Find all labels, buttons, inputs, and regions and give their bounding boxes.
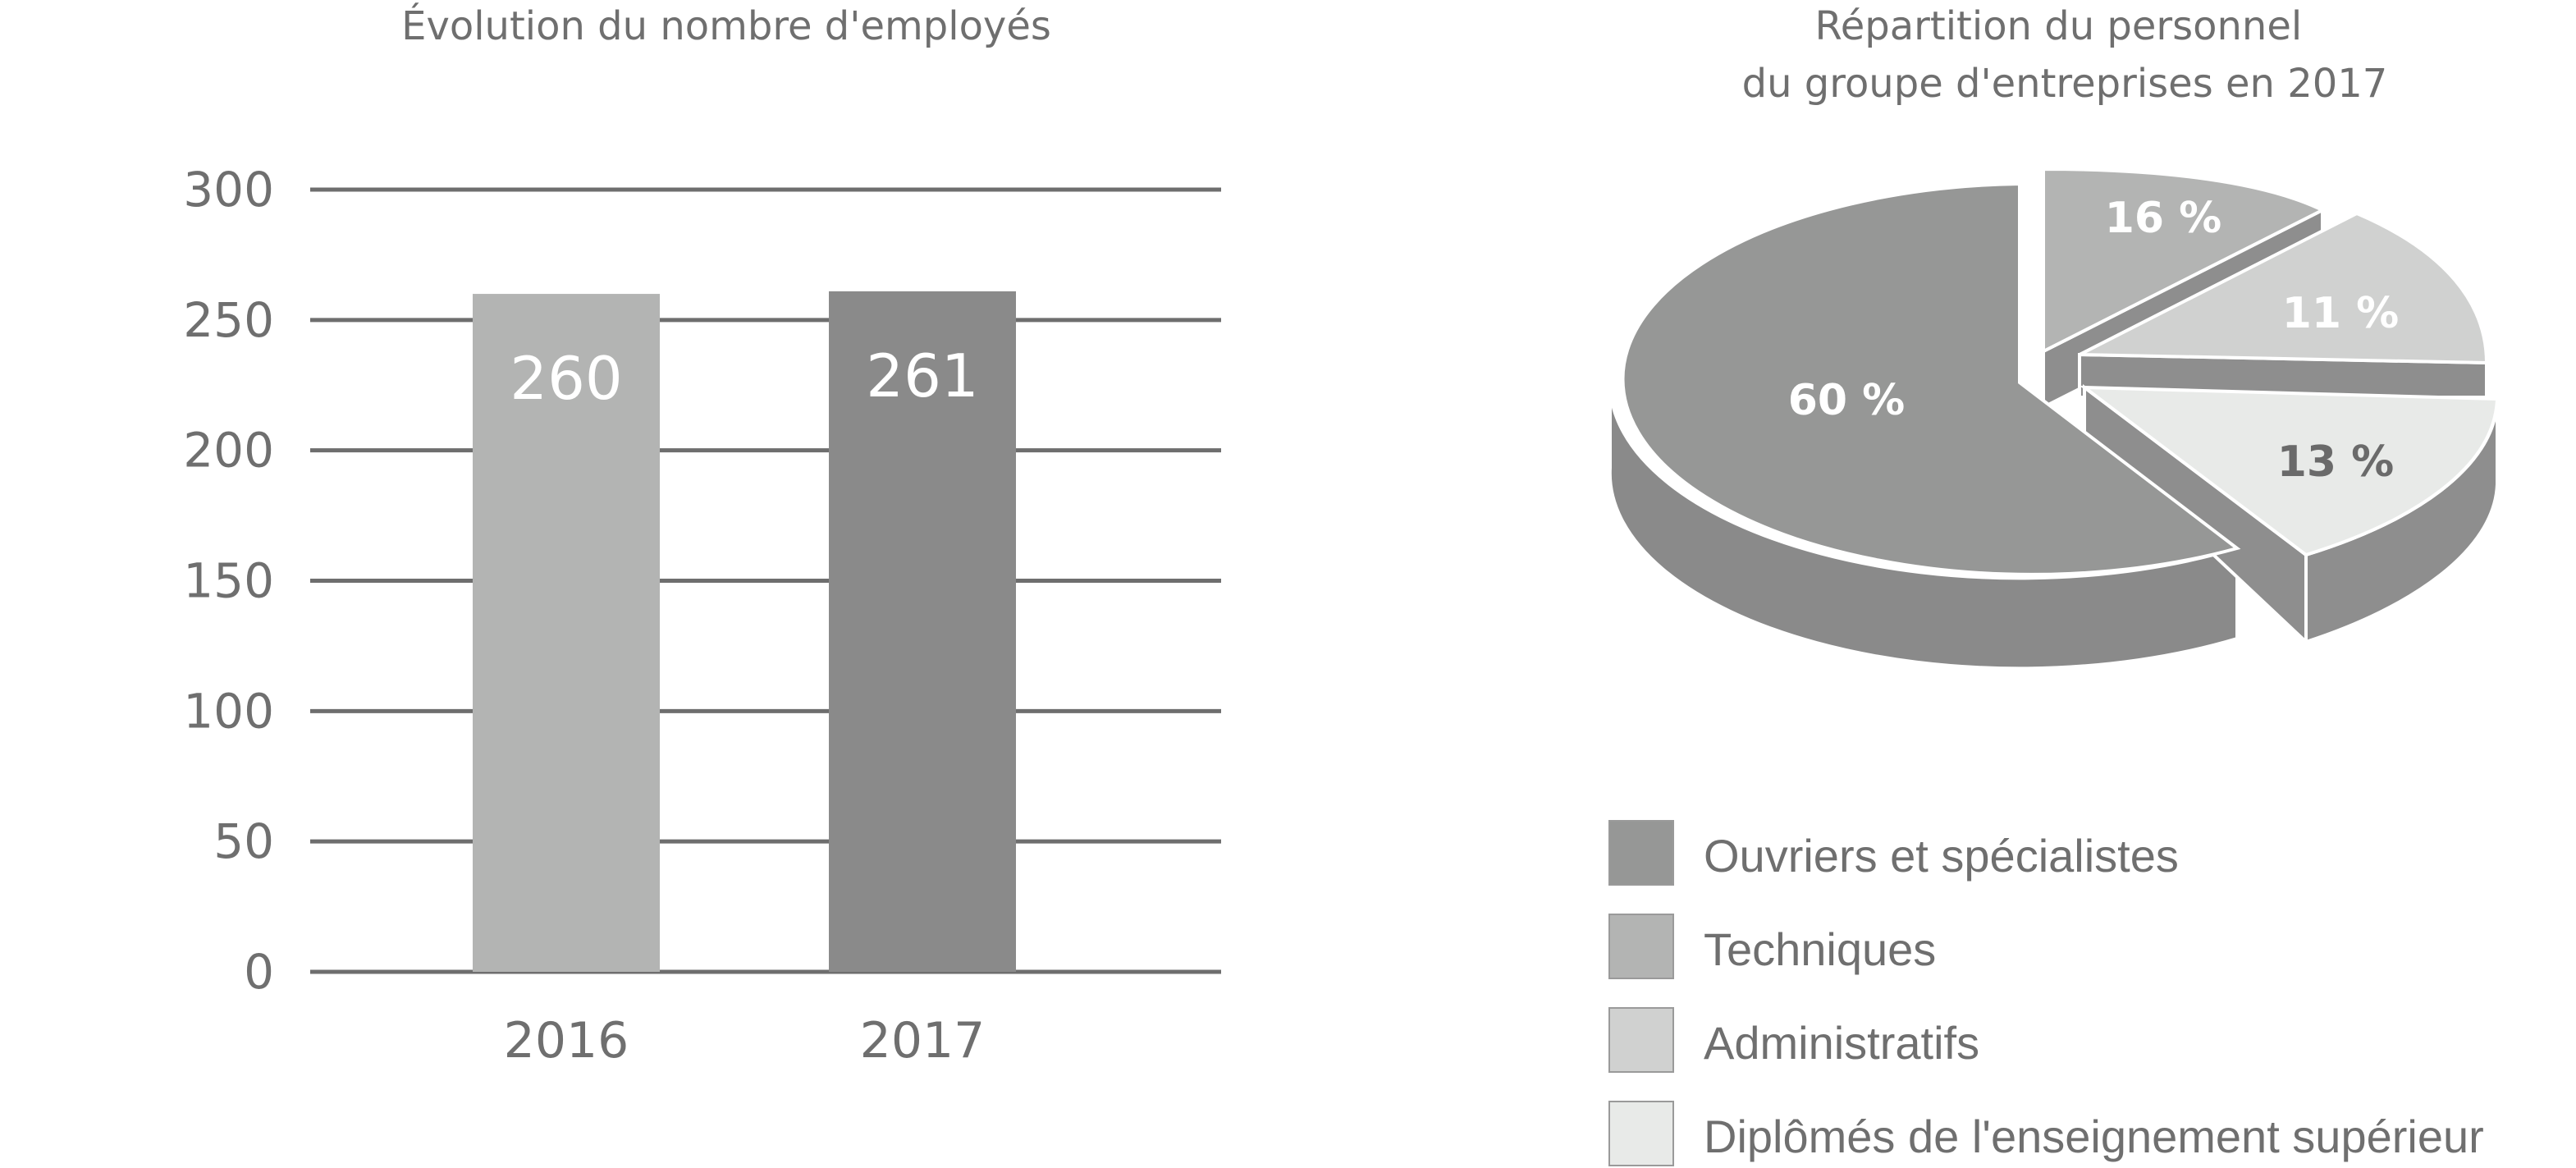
bar-y-tick-200: 200 [183, 423, 274, 479]
bar-y-tick-300: 300 [183, 162, 274, 218]
bar-x-tick-2017: 2017 [860, 1012, 986, 1070]
pie-chart: Répartition du personnel du groupe d'ent… [1608, 3, 2500, 1166]
legend-swatch-techniques [1608, 914, 1674, 979]
pie-label-techniques: 16 % [2105, 194, 2222, 243]
bar-y-tick-150: 150 [183, 553, 274, 609]
bar-chart-title: Évolution du nombre d'employés [401, 2, 1051, 49]
pie-chart-title-line-2: du groupe d'entreprises en 2017 [1742, 61, 2388, 107]
pie-slice-administratifs [2079, 211, 2489, 365]
pie-label-ouvriers: 60 % [1788, 376, 1906, 425]
legend-label-dipl-m-s-de-l-enseignement-sup-rieur: Diplômés de l'enseignement supérieur [1704, 1111, 2484, 1162]
bar-chart: Évolution du nombre d'employés 0 50 100 150… [183, 2, 1221, 1070]
bar-data-label-2017: 261 [866, 341, 978, 410]
pie-chart-title: Répartition du personnel du groupe d'ent… [1742, 3, 2388, 107]
bar-x-tick-2016: 2016 [504, 1012, 629, 1070]
bar-y-tick-100: 100 [183, 683, 274, 739]
legend-label-techniques: Techniques [1704, 923, 1936, 975]
bar-2017 [829, 291, 1016, 972]
legend-label-administratifs: Administratifs [1704, 1017, 1979, 1069]
bar-chart-gridlines [310, 187, 1221, 974]
bar-chart-y-axis: 0 50 100 150 200 250 300 [183, 162, 274, 1000]
pie-side-ouvriers [1608, 382, 2239, 671]
pie-value-labels: 60 % 16 % 11 % 13 % [1788, 194, 2400, 487]
legend-swatch-ouvriers-et-sp-cialistes [1608, 820, 1674, 886]
legend-swatch-administratifs [1608, 1007, 1674, 1073]
bar-y-tick-50: 50 [213, 813, 274, 869]
pie-slice-techniques [2042, 167, 2327, 355]
legend-swatch-dipl-m-s-de-l-enseignement-sup-rieur [1608, 1101, 1674, 1166]
pie-slice-diplomes [2079, 385, 2500, 557]
legend-label-ouvriers-et-sp-cialistes: Ouvriers et spécialistes [1704, 830, 2179, 882]
bar-data-label-2016: 260 [510, 344, 622, 413]
pie-slice-ouvriers [1621, 181, 2241, 576]
pie-label-diplomes: 13 % [2277, 437, 2395, 487]
pie-legend: Ouvriers et spécialistes Techniques Admini… [1608, 820, 2484, 1166]
bar-y-tick-250: 250 [183, 292, 274, 348]
bar-chart-bars [473, 291, 1016, 973]
bar-chart-x-axis: 2016 2017 [504, 1012, 986, 1070]
bar-chart-data-labels: 260 261 [510, 341, 978, 413]
pie-slice-tops [1621, 167, 2500, 576]
bar-y-tick-0: 0 [244, 944, 274, 1000]
pie-chart-title-line-1: Répartition du personnel [1815, 3, 2303, 49]
pie-label-administratifs: 11 % [2282, 289, 2400, 338]
bar-2016 [473, 294, 660, 973]
